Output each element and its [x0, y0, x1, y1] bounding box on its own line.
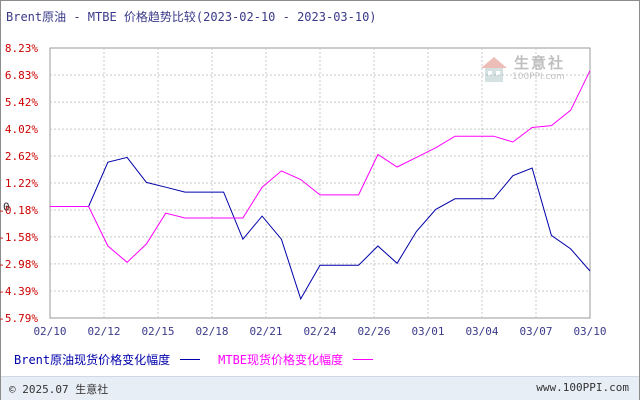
y-tick-label: 6.83% [5, 69, 38, 82]
x-tick-label: 02/24 [303, 325, 336, 338]
y-tick-label: -5.79% [0, 312, 38, 325]
watermark-logo-icon [481, 57, 507, 82]
watermark-domain: 100PPI.com [512, 72, 565, 82]
chart-title: Brent原油 - MTBE 价格趋势比较(2023-02-10 - 2023-… [6, 10, 377, 24]
x-tick-label: 02/15 [141, 325, 174, 338]
x-tick-label: 02/12 [87, 325, 120, 338]
footer-bar: © 2025.07 生意社 www.100PPI.com [1, 376, 639, 400]
footer-copyright: © 2025.07 生意社 [9, 383, 109, 396]
y-tick-label: 1.22% [5, 177, 38, 190]
chart-legend: Brent原油现货价格变化幅度 MTBE现货价格变化幅度 [14, 350, 391, 368]
legend-swatch-mtbe [353, 358, 374, 360]
x-tick-label: 03/07 [519, 325, 552, 338]
footer-site-link[interactable]: www.100PPI.com [536, 381, 629, 394]
x-tick-label: 03/01 [411, 325, 444, 338]
x-tick-label: 03/04 [465, 325, 498, 338]
watermark: 生意社 100PPI.com [478, 50, 578, 88]
x-tick-label: 02/26 [357, 325, 390, 338]
series-line-mtbe [50, 70, 591, 263]
x-tick-label: 03/10 [573, 325, 606, 338]
y-tick-label: -4.39% [0, 285, 38, 298]
y-tick-label: -1.58% [0, 231, 38, 244]
y-tick-label: -2.98% [0, 258, 38, 271]
legend-label-brent: Brent原油现货价格变化幅度 [14, 352, 171, 367]
y-tick-label: 8.23% [5, 42, 38, 55]
legend-item-brent: Brent原油现货价格变化幅度 [14, 351, 201, 368]
x-tick-label: 02/18 [195, 325, 228, 338]
watermark-brand: 生意社 [514, 54, 566, 72]
y-tick-label: 4.02% [5, 123, 38, 136]
legend-item-mtbe: MTBE现货价格变化幅度 [218, 351, 374, 368]
x-tick-label: 02/10 [33, 325, 66, 338]
legend-label-mtbe: MTBE现货价格变化幅度 [218, 352, 344, 367]
y-tick-label: -0.18% [0, 204, 38, 217]
y-tick-label: 5.42% [5, 96, 38, 109]
series-line-brent [50, 156, 591, 301]
zero-label: 0 [3, 200, 10, 213]
y-tick-label: 2.62% [5, 150, 38, 163]
x-tick-label: 02/21 [249, 325, 282, 338]
legend-swatch-brent [180, 358, 201, 360]
